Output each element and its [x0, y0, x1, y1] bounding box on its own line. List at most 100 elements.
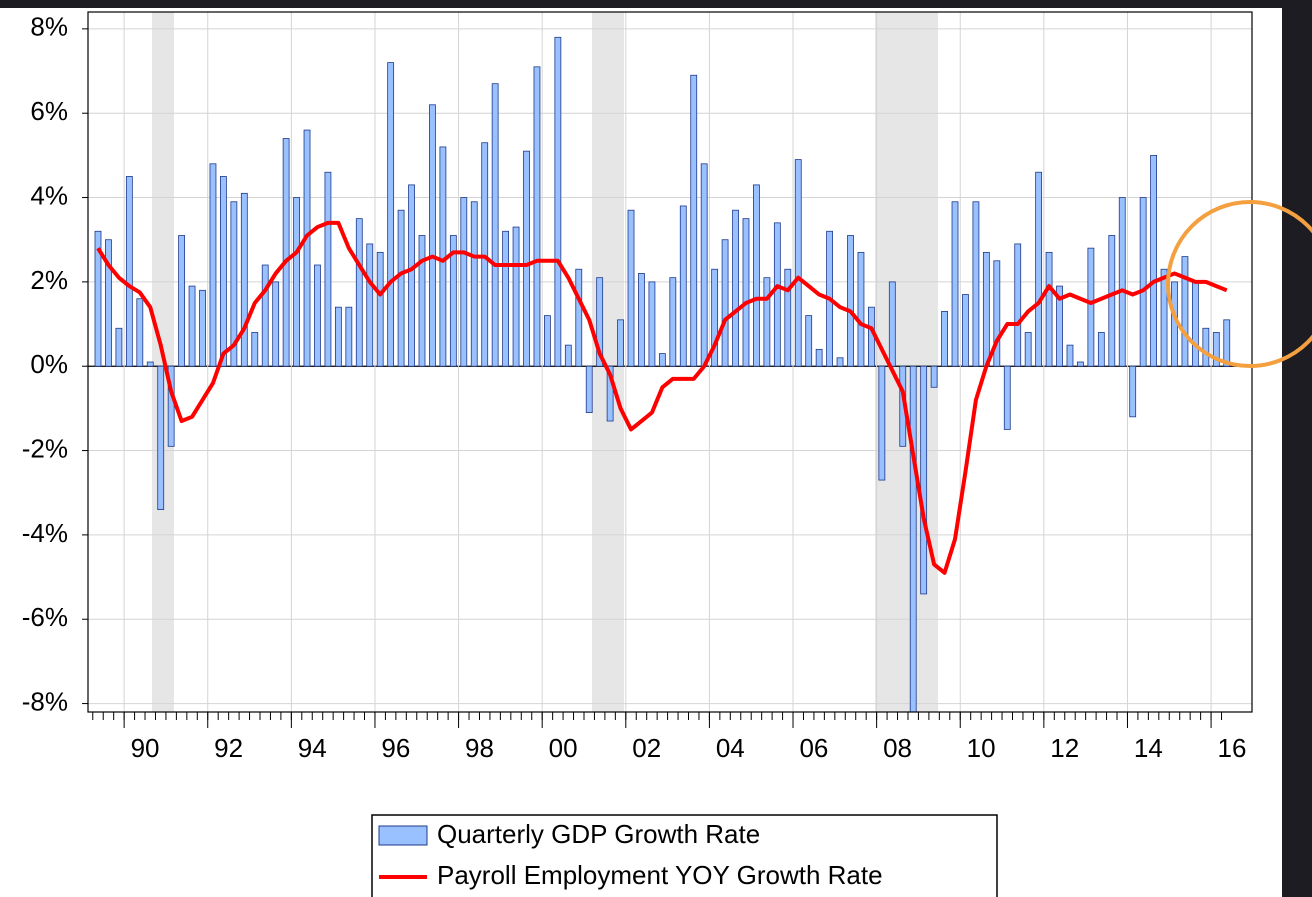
bar: [136, 298, 144, 367]
bar: [805, 315, 813, 367]
bar: [711, 268, 719, 367]
bar: [491, 83, 499, 367]
legend-swatch: [378, 825, 428, 846]
x-tick-label: 96: [381, 733, 410, 763]
bar: [606, 365, 614, 422]
bar: [251, 332, 259, 367]
bar: [658, 353, 666, 367]
y-tick-label: 6%: [30, 96, 68, 126]
bar: [815, 348, 823, 367]
x-tick-label: 14: [1134, 733, 1163, 763]
bar: [1202, 327, 1210, 367]
y-tick-label: -4%: [22, 518, 68, 548]
bar: [690, 74, 698, 367]
bar: [1024, 332, 1032, 367]
bar: [146, 361, 154, 367]
chart-background: [0, 8, 1282, 897]
bar: [857, 251, 865, 367]
bar: [888, 281, 896, 367]
x-tick-label: 94: [298, 733, 327, 763]
bar: [1139, 197, 1147, 367]
bar: [523, 150, 530, 367]
x-tick-label: 12: [1050, 733, 1079, 763]
bar: [376, 251, 384, 367]
legend-label: Quarterly GDP Growth Rate: [437, 819, 760, 849]
bar: [314, 264, 321, 367]
bar: [836, 357, 844, 367]
y-tick-label: -2%: [22, 433, 68, 463]
bar: [941, 310, 948, 367]
recession-shade: [875, 12, 938, 712]
x-tick-label: 06: [799, 733, 828, 763]
bar: [481, 142, 489, 367]
bar: [470, 201, 478, 367]
bar: [564, 344, 572, 367]
bar: [167, 365, 175, 447]
bar: [188, 285, 196, 367]
legend-box: [371, 814, 998, 897]
legend-label: Payroll Employment YOY Growth Rate: [437, 860, 883, 890]
bar: [617, 319, 624, 367]
bar: [261, 264, 269, 367]
bar: [909, 365, 917, 713]
plot-area: 8% 6% 4% 2% 0% -2% -4% -6% -8% 90 92 94 96 98 00 02 04 06…: [22, 11, 1253, 763]
bar: [1129, 365, 1137, 418]
bar: [1160, 268, 1168, 367]
x-tick-label: 10: [967, 733, 996, 763]
bar: [627, 209, 635, 367]
bar: [1212, 332, 1220, 367]
bar: [397, 209, 405, 367]
bar: [773, 222, 781, 367]
bar: [982, 251, 990, 367]
bar: [1191, 281, 1199, 367]
bar: [930, 365, 938, 388]
bar: [951, 201, 959, 367]
bar: [1003, 365, 1011, 430]
plot-frame: [87, 11, 1253, 713]
bar: [272, 281, 280, 367]
bar: [679, 205, 687, 367]
bar: [1087, 247, 1095, 367]
bar: [554, 36, 562, 367]
bar: [178, 235, 186, 367]
bar: [502, 230, 510, 367]
bar: [115, 327, 123, 367]
bar: [533, 66, 541, 367]
bar: [366, 243, 374, 367]
bar: [105, 239, 112, 367]
y-tick-label: 0%: [30, 349, 68, 379]
x-tick-label: 08: [883, 733, 912, 763]
bar: [418, 235, 426, 367]
bar: [1181, 256, 1189, 367]
bar: [920, 365, 928, 595]
bar: [209, 163, 217, 367]
x-tick-label: 02: [632, 733, 661, 763]
bar: [596, 277, 604, 367]
bar: [1014, 243, 1022, 367]
bar: [753, 184, 760, 367]
bar: [732, 209, 739, 367]
bar: [1045, 251, 1053, 367]
x-tick-label: 00: [549, 733, 578, 763]
bar: [1108, 235, 1116, 367]
y-tick-label: 4%: [30, 180, 68, 210]
bar: [742, 218, 750, 367]
bar: [512, 226, 520, 367]
bar: [878, 365, 886, 481]
bar: [700, 163, 708, 367]
x-tick-label: 98: [465, 733, 494, 763]
bar: [408, 184, 415, 367]
bar: [763, 277, 771, 367]
bar: [1150, 154, 1157, 367]
bar: [585, 365, 593, 414]
bar: [847, 235, 854, 367]
bar: [345, 306, 353, 367]
bar: [1223, 319, 1231, 367]
y-tick-label: 2%: [30, 265, 68, 295]
bar: [962, 294, 969, 367]
bar: [387, 62, 395, 367]
bar: [199, 289, 206, 367]
bar: [1035, 171, 1043, 367]
bar: [230, 201, 238, 367]
